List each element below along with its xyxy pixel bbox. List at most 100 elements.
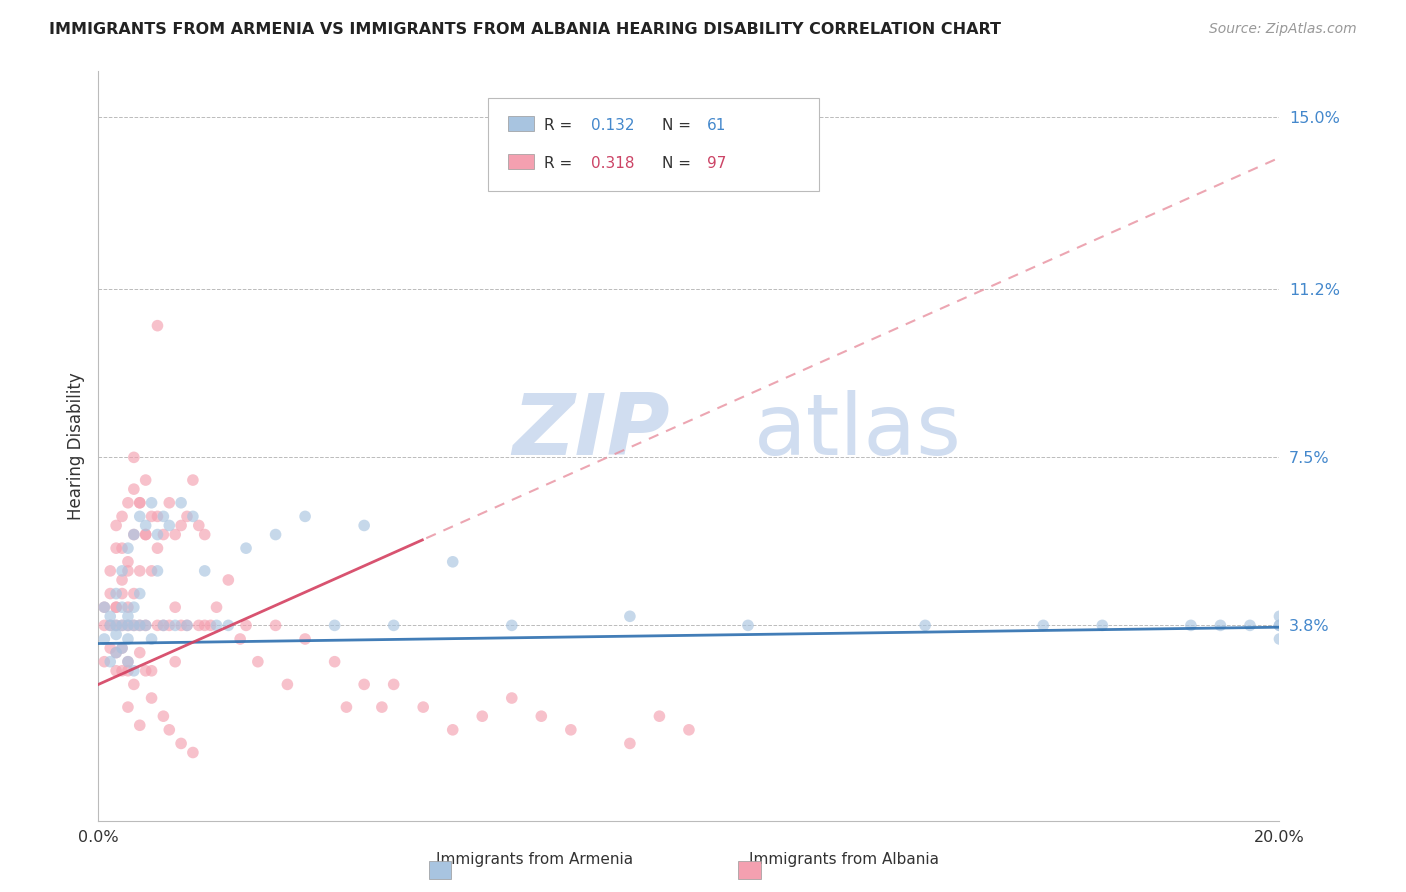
Point (229, 632, 252, 646)
Point (146, 564, 169, 578)
Point (135, 527, 157, 541)
Point (98, 586, 121, 600)
Point (152, 618, 174, 632)
Point (117, 655, 139, 669)
Point (128, 586, 150, 600)
Point (111, 618, 134, 632)
Point (135, 518, 157, 533)
Point (135, 618, 157, 632)
Point (105, 618, 128, 632)
Text: N =: N = (662, 118, 696, 133)
FancyBboxPatch shape (508, 153, 534, 169)
Text: ZIP: ZIP (512, 390, 669, 473)
Point (98, 618, 121, 632)
Point (1239, 618, 1261, 632)
Point (141, 691, 163, 706)
Point (111, 509, 134, 524)
Point (914, 618, 936, 632)
Point (152, 527, 174, 541)
Point (501, 691, 523, 706)
Point (117, 700, 139, 714)
Point (157, 496, 180, 510)
Text: Source: ZipAtlas.com: Source: ZipAtlas.com (1209, 22, 1357, 37)
Point (93, 632, 115, 646)
Point (165, 527, 187, 541)
Text: 61: 61 (707, 118, 725, 133)
Point (294, 632, 316, 646)
Y-axis label: Hearing Disability: Hearing Disability (66, 372, 84, 520)
Point (146, 318, 169, 333)
Point (323, 655, 346, 669)
Point (165, 655, 187, 669)
Point (530, 709, 553, 723)
Point (122, 527, 145, 541)
Point (371, 700, 394, 714)
Point (141, 632, 163, 646)
Point (128, 618, 150, 632)
Point (111, 664, 134, 678)
Point (111, 618, 134, 632)
Point (128, 496, 150, 510)
Point (122, 677, 145, 691)
Point (176, 618, 198, 632)
Text: 0.132: 0.132 (591, 118, 634, 133)
Text: Immigrants from Albania: Immigrants from Albania (748, 852, 939, 867)
Point (165, 618, 187, 632)
Point (135, 664, 157, 678)
Text: Immigrants from Armenia: Immigrants from Armenia (436, 852, 633, 867)
Point (111, 541, 134, 556)
Point (117, 655, 139, 669)
Point (235, 541, 257, 556)
Point (323, 618, 346, 632)
Point (152, 709, 174, 723)
Point (560, 723, 582, 737)
Point (619, 736, 641, 750)
Point (246, 655, 269, 669)
Point (170, 496, 193, 510)
Text: R =: R = (544, 118, 576, 133)
Point (619, 609, 641, 624)
Point (217, 573, 239, 587)
Point (122, 586, 145, 600)
Point (105, 664, 128, 678)
Point (111, 600, 134, 615)
Point (111, 641, 134, 656)
Point (128, 509, 150, 524)
Point (122, 664, 145, 678)
Point (152, 509, 174, 524)
Point (146, 541, 169, 556)
Point (93, 600, 115, 615)
Point (181, 509, 204, 524)
Point (93, 655, 115, 669)
Point (194, 618, 217, 632)
Point (105, 646, 128, 660)
Point (1180, 618, 1202, 632)
Point (111, 564, 134, 578)
Point (105, 618, 128, 632)
Point (157, 518, 180, 533)
Point (382, 677, 405, 691)
Point (170, 518, 193, 533)
Point (441, 555, 464, 569)
Point (176, 618, 198, 632)
Point (200, 618, 222, 632)
Point (152, 618, 174, 632)
Point (117, 555, 139, 569)
Point (1091, 618, 1114, 632)
Point (105, 627, 128, 641)
Point (98, 564, 121, 578)
Point (105, 586, 128, 600)
Point (382, 618, 405, 632)
Point (105, 541, 128, 556)
Point (181, 473, 204, 487)
Point (135, 618, 157, 632)
Point (146, 618, 169, 632)
Point (122, 618, 145, 632)
Text: IMMIGRANTS FROM ARMENIA VS IMMIGRANTS FROM ALBANIA HEARING DISABILITY CORRELATIO: IMMIGRANTS FROM ARMENIA VS IMMIGRANTS FR… (49, 22, 1001, 37)
Point (471, 709, 494, 723)
Point (93, 600, 115, 615)
Point (105, 600, 128, 615)
Point (187, 518, 209, 533)
Point (105, 646, 128, 660)
Point (441, 723, 464, 737)
